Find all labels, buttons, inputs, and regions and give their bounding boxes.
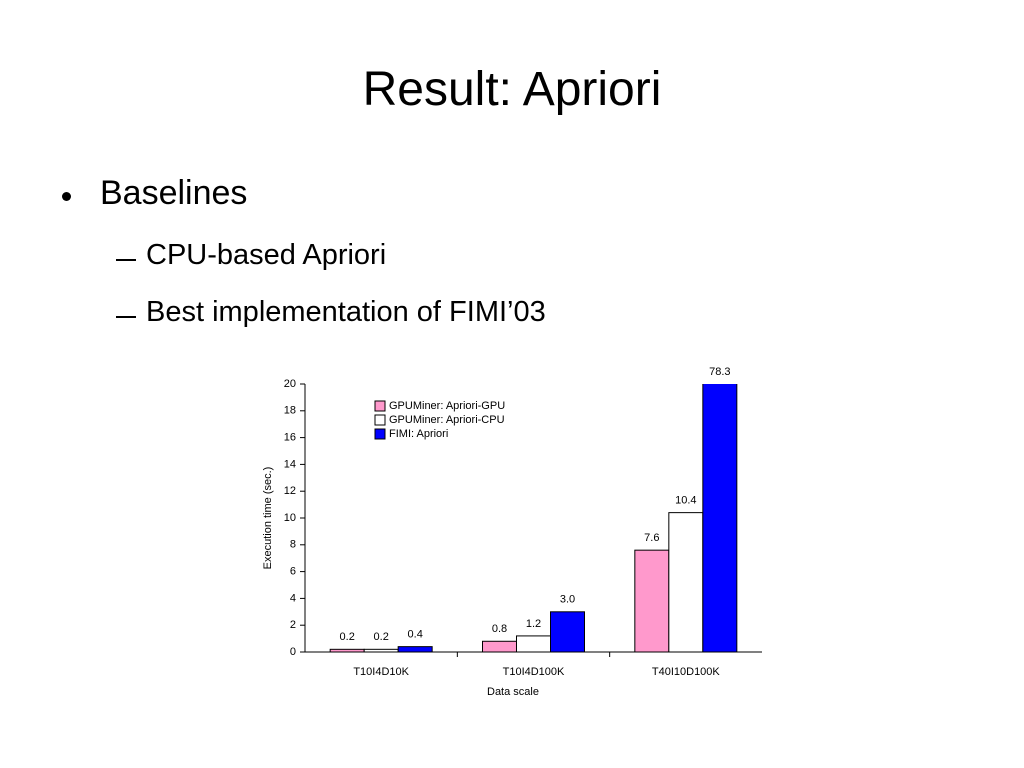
dash — [116, 259, 136, 261]
bullet-dot — [62, 192, 71, 201]
bar — [516, 635, 551, 653]
bar — [702, 384, 738, 653]
y-tick-label: 8 — [290, 539, 296, 551]
bar — [634, 549, 670, 653]
bar — [329, 648, 365, 653]
legend-swatch — [374, 400, 386, 412]
value-label: 0.2 — [374, 631, 389, 643]
legend-label: GPUMiner: Apriori-GPU — [389, 400, 505, 412]
x-tick-label: T10I4D10K — [353, 666, 409, 678]
value-label: 78.3 — [709, 366, 730, 378]
legend-swatch — [374, 414, 386, 426]
bar — [550, 611, 585, 653]
value-label: 0.4 — [408, 629, 423, 641]
bar — [397, 646, 433, 653]
y-tick-label: 4 — [290, 592, 296, 604]
y-tick-label: 10 — [284, 512, 296, 524]
y-tick-label: 6 — [290, 566, 296, 578]
value-label: 10.4 — [675, 495, 696, 507]
value-label: 0.2 — [340, 631, 355, 643]
sub-bullet: Best implementation of FIMI’03 — [146, 296, 546, 328]
value-label: 0.8 — [492, 623, 507, 635]
legend-swatch — [374, 428, 386, 440]
value-label: 7.6 — [644, 532, 659, 544]
legend-label: FIMI: Apriori — [389, 428, 448, 440]
y-tick-label: 2 — [290, 619, 296, 631]
x-axis-label: Data scale — [487, 686, 539, 698]
bar — [363, 648, 399, 653]
bullet: Baselines — [100, 174, 248, 212]
y-tick-label: 14 — [284, 458, 296, 470]
x-tick-label: T40I10D100K — [652, 666, 721, 678]
bar — [668, 512, 704, 653]
value-label: 1.2 — [526, 618, 541, 630]
x-tick-label: T10I4D100K — [503, 666, 565, 678]
dash — [116, 316, 136, 318]
y-tick-label: 0 — [290, 646, 296, 658]
value-label: 3.0 — [560, 594, 575, 606]
y-tick-label: 20 — [284, 378, 296, 390]
bar — [482, 640, 517, 653]
y-tick-label: 12 — [284, 485, 296, 497]
slide-title: Result: Apriori — [362, 63, 662, 116]
y-tick-label: 16 — [284, 432, 296, 444]
sub-bullet: CPU-based Apriori — [146, 239, 387, 271]
y-axis-label: Execution time (sec.) — [262, 467, 274, 570]
legend-label: GPUMiner: Apriori-CPU — [389, 414, 505, 426]
plot-area — [329, 384, 738, 653]
y-tick-label: 18 — [284, 405, 296, 417]
